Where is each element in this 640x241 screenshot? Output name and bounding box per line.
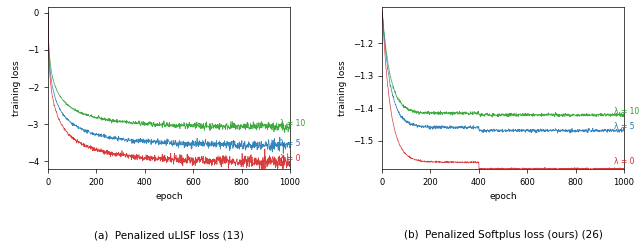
Text: λ = 5: λ = 5 <box>280 139 301 148</box>
Text: λ = 10: λ = 10 <box>280 119 305 128</box>
Text: (a)  Penalized uLISF loss (13): (a) Penalized uLISF loss (13) <box>94 230 244 240</box>
Text: λ = 0: λ = 0 <box>280 154 301 163</box>
Text: λ = 10: λ = 10 <box>614 107 639 116</box>
X-axis label: epoch: epoch <box>155 192 183 201</box>
Text: (b)  Penalized Softplus loss (ours) (26): (b) Penalized Softplus loss (ours) (26) <box>404 230 602 240</box>
Y-axis label: training loss: training loss <box>12 60 21 116</box>
Y-axis label: training loss: training loss <box>338 60 347 116</box>
X-axis label: epoch: epoch <box>489 192 517 201</box>
Text: λ = 0: λ = 0 <box>614 157 635 166</box>
Text: λ = 5: λ = 5 <box>614 122 635 131</box>
